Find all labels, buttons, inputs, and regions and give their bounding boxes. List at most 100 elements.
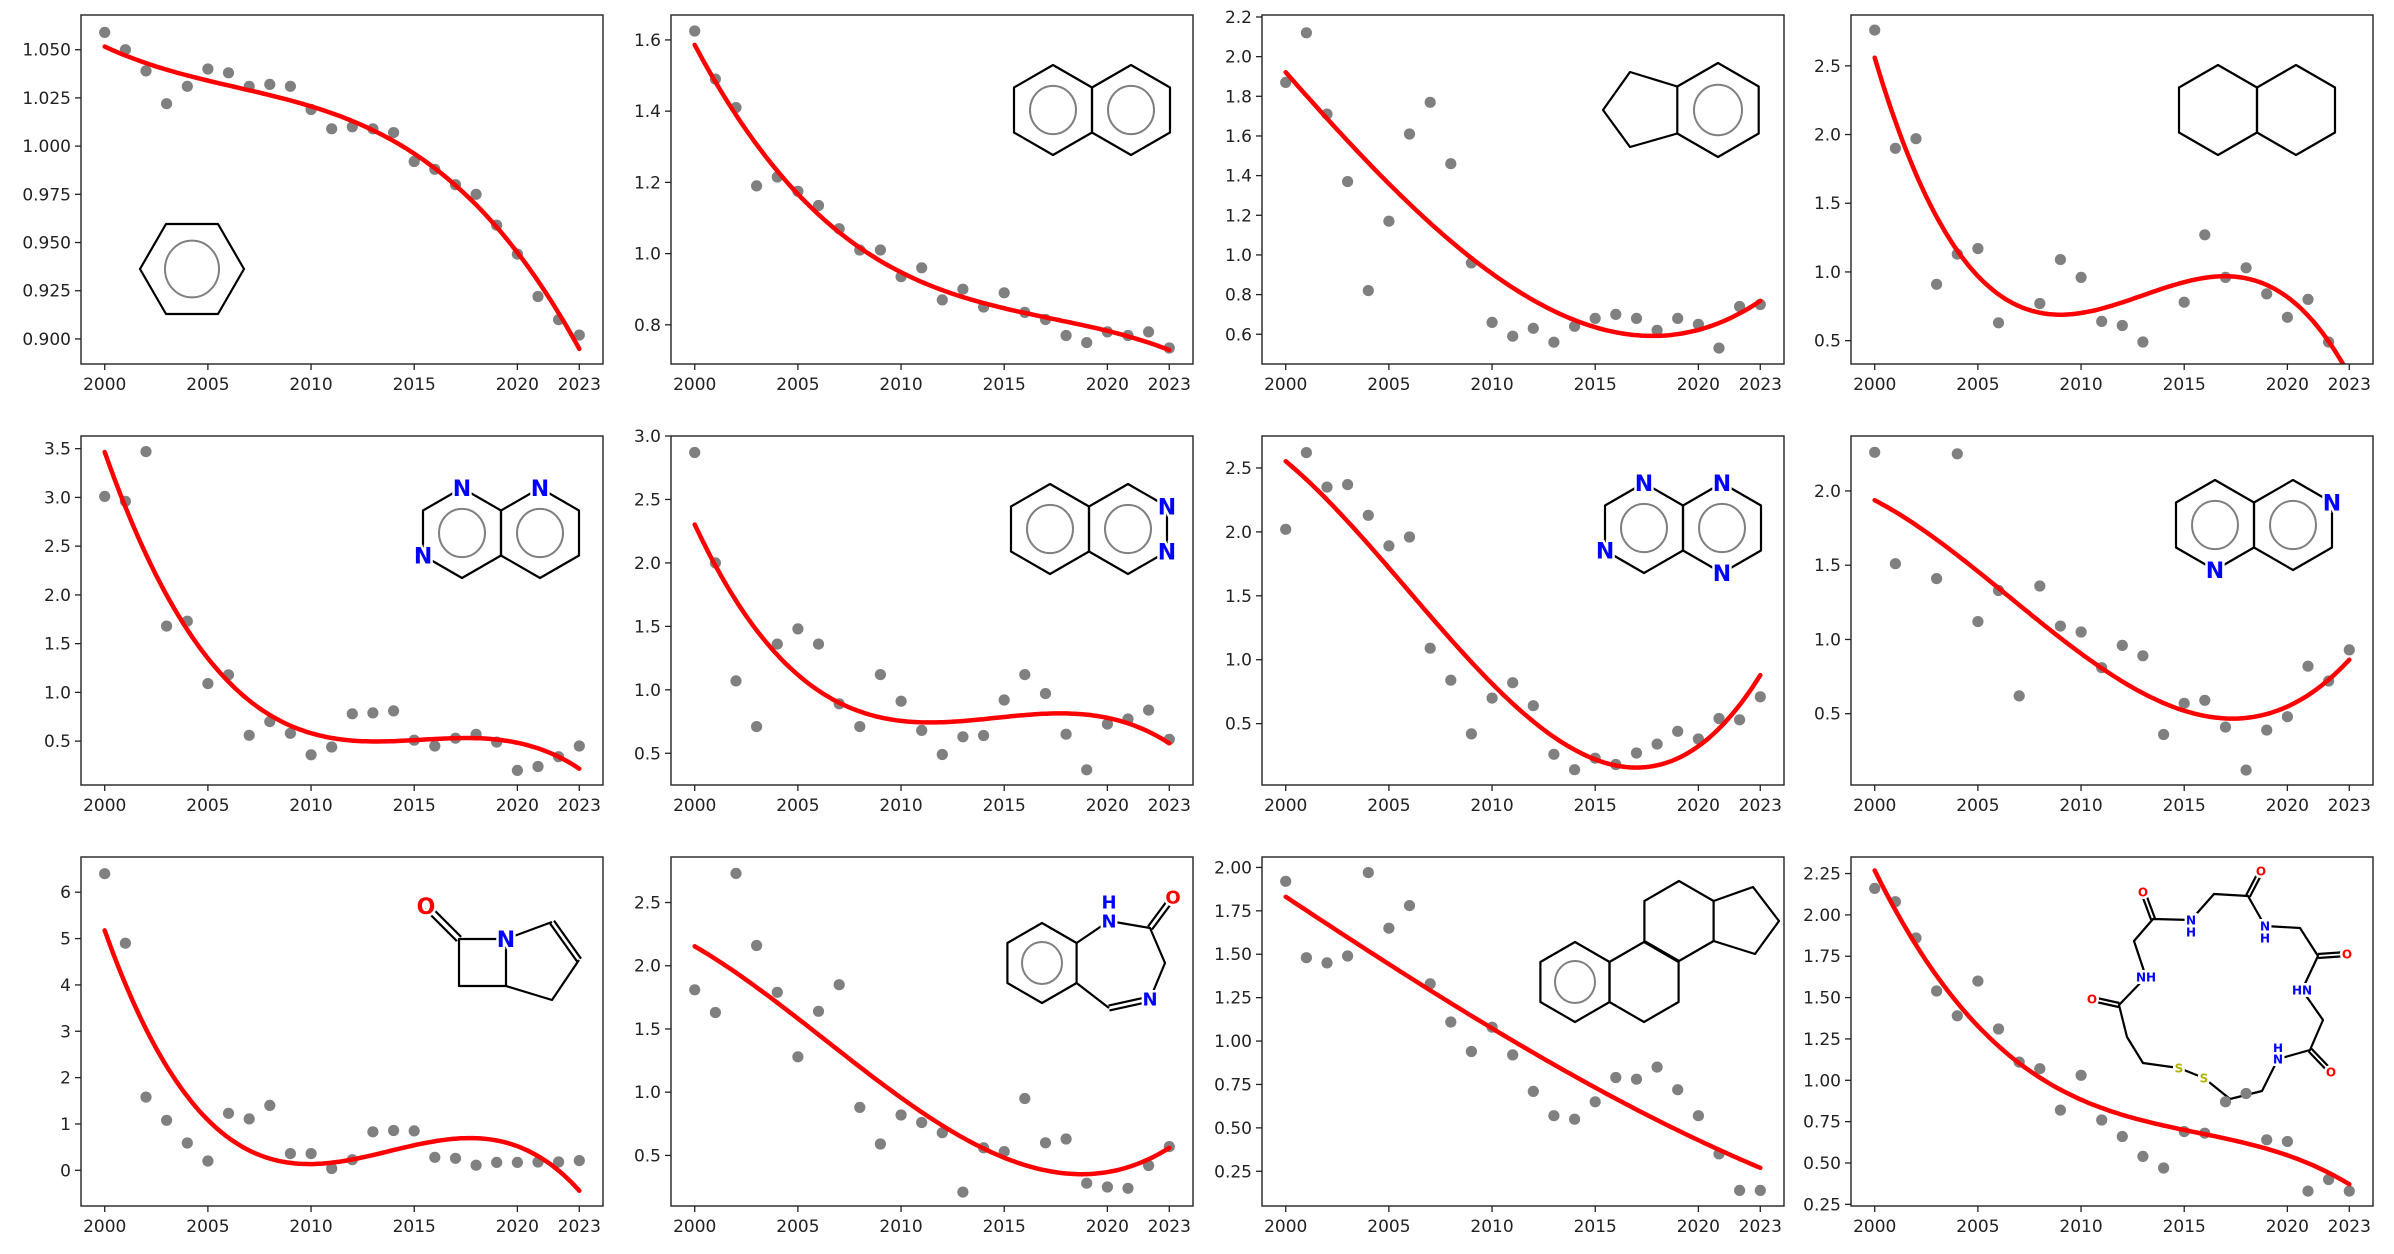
data-point xyxy=(2281,1135,2293,1148)
y-tick-label: 0.25 xyxy=(1214,1162,1252,1182)
x-tick-label: 2015 xyxy=(1574,796,1617,816)
y-tick-label: 2.5 xyxy=(634,490,661,510)
x-tick-label: 2015 xyxy=(983,796,1026,816)
subplot-6: NN 0.5 1.0 1.5 2.0 2.5 3.0 2000 2005 2010 2015 2020… xyxy=(634,427,1194,816)
bond xyxy=(1090,63,1172,157)
trend-line xyxy=(102,928,582,1193)
bond xyxy=(2307,1050,2331,1075)
y-tick-label: 0.8 xyxy=(634,316,661,336)
data-point xyxy=(812,1005,825,1017)
x-tick-label: 2000 xyxy=(673,1217,716,1237)
data-point xyxy=(1734,300,1746,313)
data-point xyxy=(1972,243,1984,255)
data-point xyxy=(1734,1184,1746,1196)
data-point xyxy=(1101,718,1113,730)
data-point xyxy=(1321,957,1333,969)
atom-label: H xyxy=(1101,892,1116,913)
data-point xyxy=(1931,573,1943,585)
bond xyxy=(2252,478,2334,572)
bond xyxy=(2143,890,2156,919)
atom-label: O xyxy=(2342,947,2352,961)
data-point xyxy=(2034,1063,2046,1075)
y-tick-label: 1.5 xyxy=(634,1020,661,1040)
data-point xyxy=(222,67,235,79)
x-tick-label: 2010 xyxy=(1470,796,1513,816)
data-point xyxy=(1630,1073,1643,1085)
data-point xyxy=(99,868,111,880)
atom-label: N xyxy=(414,544,432,569)
data-point xyxy=(470,1159,482,1171)
data-point xyxy=(2240,262,2252,274)
x-tick-label: 2010 xyxy=(1470,375,1513,395)
atom-label: O xyxy=(2087,992,2097,1006)
x-tick-label: 2020 xyxy=(2266,375,2309,395)
data-point xyxy=(140,446,152,458)
data-point xyxy=(429,740,441,752)
atom-label: N xyxy=(531,477,549,502)
data-point xyxy=(1992,317,2005,329)
data-point xyxy=(2075,271,2087,283)
x-tick-label: 2005 xyxy=(186,1217,229,1237)
x-tick-label: 2000 xyxy=(83,1217,126,1237)
x-tick-label: 2010 xyxy=(289,375,332,395)
aromatic-ring-circle xyxy=(1021,941,1063,985)
data-point xyxy=(388,127,400,139)
data-point xyxy=(1383,215,1395,227)
y-tick-label: 1.5 xyxy=(1814,556,1841,576)
y-tick-label: 1.00 xyxy=(1214,1032,1252,1052)
data-point xyxy=(2219,721,2232,733)
y-tick-label: 2.0 xyxy=(44,586,71,606)
aromatic-ring-circle xyxy=(1554,960,1596,1004)
data-point xyxy=(709,1006,721,1019)
data-point xyxy=(2054,1104,2066,1116)
data-point xyxy=(99,26,111,38)
x-tick-label: 2023 xyxy=(558,1217,601,1237)
data-point xyxy=(2137,1150,2149,1162)
data-point xyxy=(1445,158,1457,170)
axes-frame xyxy=(670,856,1194,1207)
data-point xyxy=(1383,540,1395,552)
data-point xyxy=(367,1126,379,1138)
plot-area xyxy=(81,436,603,785)
subplot-3: 0.6 0.8 1.0 1.2 1.4 1.6 1.8 2.0 2.2 2000 2005 2010 2… xyxy=(1225,8,1785,395)
data-point xyxy=(2302,660,2314,672)
plot-area xyxy=(671,857,1193,1206)
data-point xyxy=(326,1162,338,1175)
y-tick-label: 0.900 xyxy=(22,330,71,350)
data-point xyxy=(936,1127,948,1139)
data-point xyxy=(305,749,317,761)
aromatic-ring-circle xyxy=(1104,503,1152,555)
x-tick-label: 2015 xyxy=(2163,1217,2206,1237)
data-point xyxy=(1692,1110,1704,1122)
atom-label: N xyxy=(1142,989,1157,1010)
data-point xyxy=(1101,1181,1113,1193)
subplot-4: 0.5 1.0 1.5 2.0 2.5 2000 2005 2010 2015 2020 2023 xyxy=(1814,14,2374,395)
y-tick-label: 0.975 xyxy=(22,185,71,205)
data-point xyxy=(1972,616,1984,628)
atom-label: N xyxy=(1101,911,1116,932)
data-point xyxy=(1548,1110,1560,1122)
y-tick-label: 1.75 xyxy=(1214,902,1252,922)
axes-frame xyxy=(80,14,604,365)
data-point xyxy=(1672,312,1684,324)
y-tick-label: 0.5 xyxy=(44,732,71,752)
data-point xyxy=(2343,644,2355,656)
bond xyxy=(2245,869,2261,896)
data-point xyxy=(264,78,276,90)
data-point xyxy=(2281,711,2293,723)
y-tick-label: 1 xyxy=(60,1115,71,1135)
data-point xyxy=(1507,330,1519,342)
atom-label: HN xyxy=(2292,983,2312,997)
x-tick-label: 2010 xyxy=(289,1217,332,1237)
data-point xyxy=(1869,24,1881,36)
data-point xyxy=(181,80,193,92)
x-tick-label: 2023 xyxy=(1148,796,1191,816)
data-point xyxy=(2261,288,2273,300)
x-tick-label: 2005 xyxy=(186,375,229,395)
data-point xyxy=(1951,1010,1963,1022)
data-point xyxy=(1672,1084,1684,1096)
bond xyxy=(2310,1047,2334,1072)
data-point xyxy=(305,1148,317,1160)
bond xyxy=(1151,897,1176,931)
